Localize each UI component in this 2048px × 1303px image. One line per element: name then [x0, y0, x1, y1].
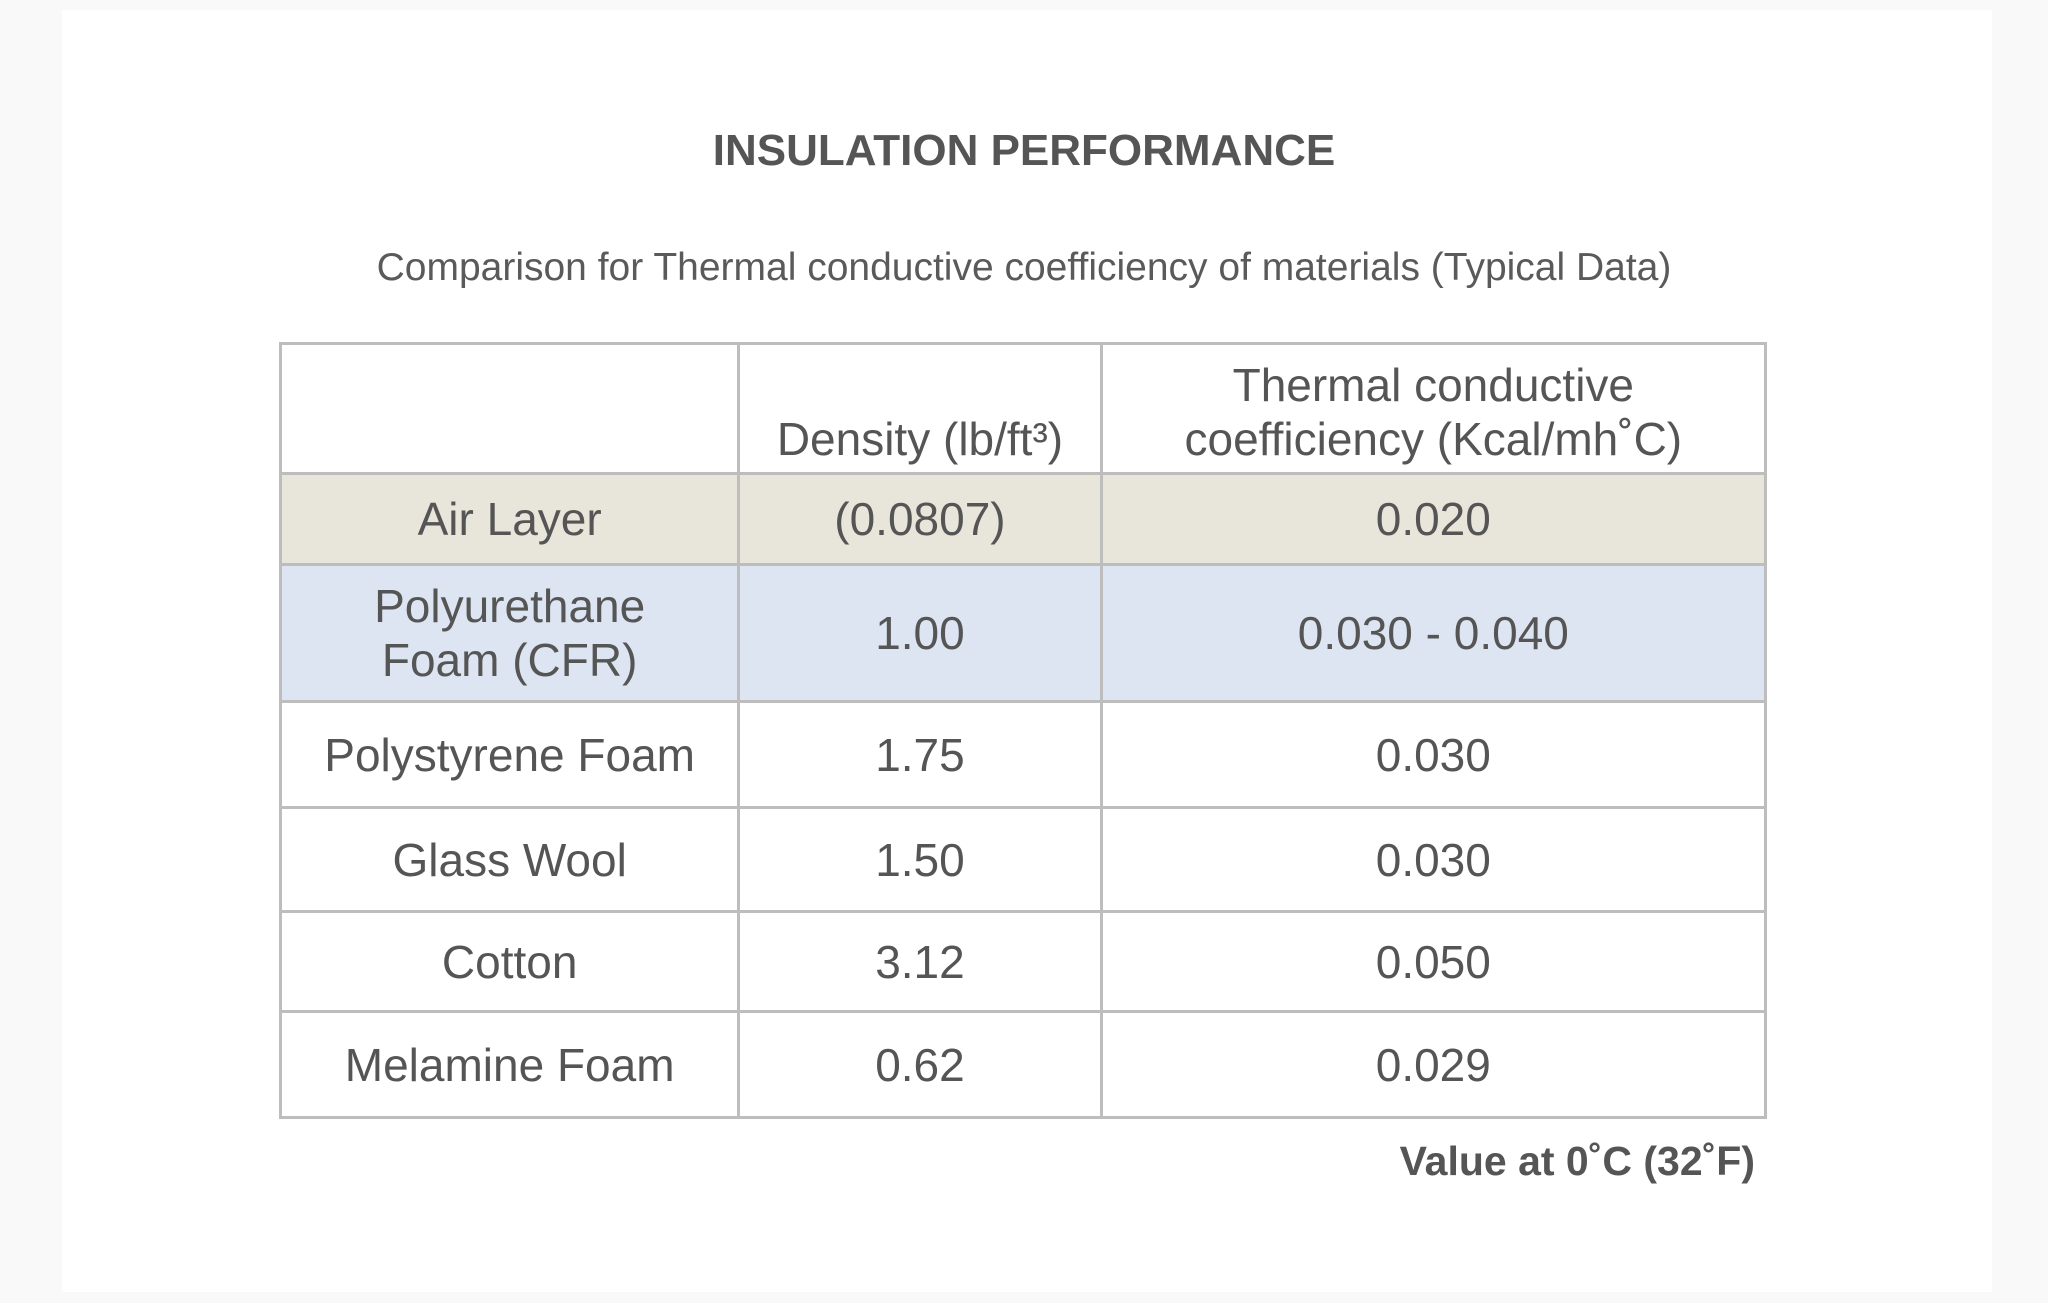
- table-row: Polyurethane Foam (CFR) 1.00 0.030 - 0.0…: [278, 563, 1768, 703]
- cell-density: (0.0807): [737, 472, 1103, 566]
- cell-material: Glass Wool: [278, 806, 741, 913]
- cell-density: 1.00: [737, 563, 1103, 703]
- cell-material-text: Polyurethane Foam (CFR): [374, 580, 646, 686]
- cell-conductivity: 0.030: [1099, 700, 1768, 809]
- table-header-row: Density (lb/ft³) Thermal conductive coef…: [278, 342, 1768, 475]
- cell-conductivity: 0.030 - 0.040: [1099, 563, 1768, 703]
- cell-density: 3.12: [737, 910, 1103, 1013]
- cell-material: Polyurethane Foam (CFR): [278, 563, 741, 703]
- cell-density: 1.50: [737, 806, 1103, 913]
- table-row: Air Layer (0.0807) 0.020: [278, 472, 1768, 566]
- header-density: Density (lb/ft³): [737, 342, 1103, 475]
- cell-material: Polystyrene Foam: [278, 700, 741, 809]
- cell-conductivity: 0.050: [1099, 910, 1768, 1013]
- cell-material: Cotton: [278, 910, 741, 1013]
- table-row: Glass Wool 1.50 0.030: [278, 806, 1768, 913]
- table-row: Polystyrene Foam 1.75 0.030: [278, 700, 1768, 809]
- table-row: Cotton 3.12 0.050: [278, 910, 1768, 1013]
- cell-conductivity: 0.030: [1099, 806, 1768, 913]
- page-title: INSULATION PERFORMANCE: [712, 126, 1336, 175]
- cell-conductivity: 0.020: [1099, 472, 1768, 566]
- header-conductivity-text: Thermal conductive coefficiency (Kcal/mh…: [1184, 359, 1683, 465]
- cell-density: 1.75: [737, 700, 1103, 809]
- insulation-table: Density (lb/ft³) Thermal conductive coef…: [278, 342, 1768, 1119]
- page-subtitle: Comparison for Thermal conductive coeffi…: [376, 246, 1672, 289]
- table-row: Melamine Foam 0.62 0.029: [278, 1010, 1768, 1119]
- cell-material: Melamine Foam: [278, 1010, 741, 1119]
- header-material: [278, 342, 741, 475]
- header-conductivity: Thermal conductive coefficiency (Kcal/mh…: [1099, 342, 1768, 475]
- cell-density: 0.62: [737, 1010, 1103, 1119]
- footnote: Value at 0˚C (32˚F): [1399, 1138, 1755, 1184]
- cell-material: Air Layer: [278, 472, 741, 566]
- cell-conductivity: 0.029: [1099, 1010, 1768, 1119]
